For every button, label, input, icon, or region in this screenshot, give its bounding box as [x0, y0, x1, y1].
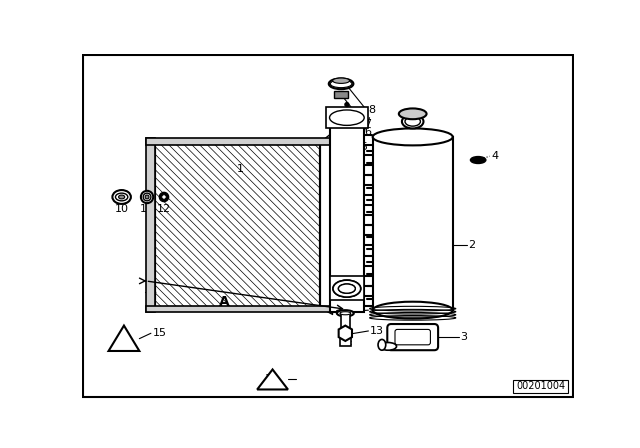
Ellipse shape	[113, 190, 131, 204]
Text: 11: 11	[140, 204, 154, 214]
Polygon shape	[257, 370, 288, 389]
Bar	[326, 107, 368, 129]
Text: 13: 13	[370, 326, 384, 336]
Bar	[340, 336, 351, 346]
Ellipse shape	[402, 115, 424, 129]
Bar	[334, 91, 348, 98]
Bar	[145, 138, 330, 145]
Text: 5: 5	[360, 142, 367, 152]
Text: 14: 14	[370, 305, 384, 315]
Text: 7: 7	[364, 119, 371, 129]
Ellipse shape	[141, 191, 153, 203]
Ellipse shape	[333, 78, 349, 83]
Ellipse shape	[380, 343, 397, 350]
Ellipse shape	[372, 129, 452, 146]
Text: 16: 16	[265, 375, 279, 384]
Text: 10: 10	[115, 204, 129, 214]
Polygon shape	[109, 326, 140, 351]
Bar	[330, 276, 364, 300]
Ellipse shape	[372, 302, 452, 319]
Ellipse shape	[330, 80, 352, 88]
Ellipse shape	[162, 195, 166, 199]
Text: 8: 8	[368, 105, 375, 115]
Text: 3: 3	[460, 332, 467, 342]
Ellipse shape	[399, 108, 427, 119]
Bar	[155, 142, 320, 308]
Ellipse shape	[330, 110, 364, 125]
Bar	[372, 137, 452, 310]
Bar	[145, 138, 155, 312]
Ellipse shape	[333, 280, 361, 297]
FancyBboxPatch shape	[395, 329, 431, 345]
FancyBboxPatch shape	[387, 324, 438, 350]
Ellipse shape	[143, 193, 151, 201]
Bar	[145, 306, 330, 312]
Ellipse shape	[340, 312, 351, 315]
Ellipse shape	[405, 117, 420, 126]
Bar	[155, 142, 320, 308]
Text: 4: 4	[492, 151, 499, 161]
Ellipse shape	[339, 284, 355, 293]
Polygon shape	[339, 326, 352, 341]
Ellipse shape	[159, 192, 168, 202]
Text: 12: 12	[157, 204, 171, 214]
Text: 00201004: 00201004	[516, 381, 565, 392]
Text: 1: 1	[237, 164, 244, 174]
Ellipse shape	[118, 195, 125, 199]
Ellipse shape	[333, 280, 361, 297]
Ellipse shape	[337, 310, 354, 316]
Ellipse shape	[345, 103, 349, 107]
Ellipse shape	[115, 193, 128, 201]
Ellipse shape	[378, 340, 386, 350]
Bar	[155, 142, 320, 308]
Bar	[340, 313, 350, 333]
Text: 6: 6	[364, 126, 371, 137]
Ellipse shape	[470, 156, 486, 164]
Bar	[513, 380, 568, 392]
Text: 9: 9	[406, 341, 413, 351]
Ellipse shape	[329, 78, 353, 89]
Text: 15: 15	[152, 328, 166, 338]
Ellipse shape	[339, 284, 355, 293]
Bar	[330, 127, 364, 312]
Ellipse shape	[145, 195, 149, 199]
Text: A: A	[219, 295, 229, 309]
Text: 2: 2	[468, 240, 476, 250]
